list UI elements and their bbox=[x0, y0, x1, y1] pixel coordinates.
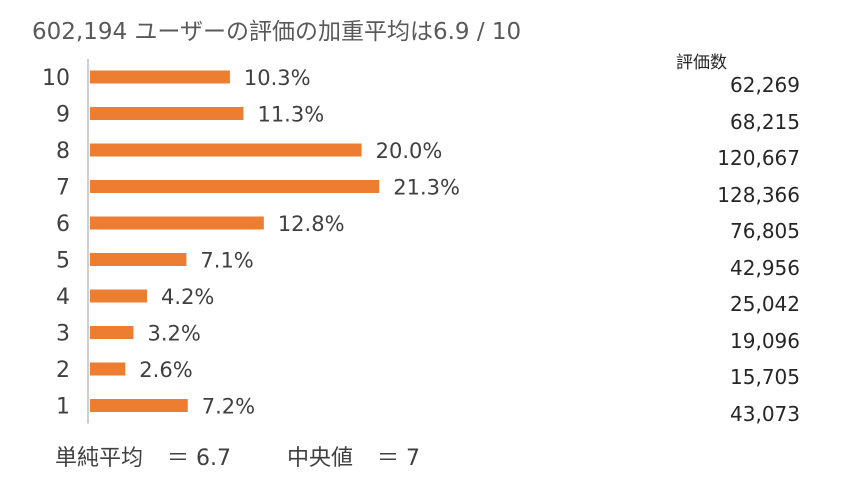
median-label: 中央値 bbox=[287, 446, 354, 471]
count-value: 68,215 bbox=[730, 109, 800, 134]
category-label: 9 bbox=[56, 103, 70, 128]
data-label: 3.2% bbox=[147, 322, 200, 346]
category-label: 1 bbox=[56, 395, 70, 420]
bar bbox=[90, 70, 230, 84]
bar bbox=[90, 107, 244, 120]
bar bbox=[90, 326, 134, 339]
category-label: 5 bbox=[56, 249, 70, 274]
data-label: 7.1% bbox=[200, 249, 253, 273]
bar bbox=[90, 216, 264, 230]
bar bbox=[90, 253, 187, 266]
bars-layer: 10 10.3% 9 11.3% 8 20.0% 7 21.3% 6 12.8% 5 7.1% 4 4.2… bbox=[42, 66, 460, 420]
category-label: 8 bbox=[56, 139, 70, 164]
data-label: 10.3% bbox=[244, 66, 311, 90]
count-value: 19,096 bbox=[730, 328, 800, 353]
category-label: 4 bbox=[56, 285, 70, 310]
summary-footer: 単純平均 ＝ 6.7 中央値 ＝ 7 bbox=[55, 440, 420, 472]
simple-mean-label: 単純平均 bbox=[55, 446, 144, 471]
data-label: 11.3% bbox=[257, 103, 324, 127]
count-value: 128,366 bbox=[717, 182, 800, 207]
bar bbox=[90, 362, 126, 376]
count-value: 62,269 bbox=[730, 73, 800, 97]
count-value: 15,705 bbox=[730, 365, 800, 389]
median-value: ＝ 7 bbox=[377, 446, 421, 471]
data-label: 12.8% bbox=[278, 212, 345, 236]
category-label: 7 bbox=[56, 176, 70, 201]
count-value: 25,042 bbox=[730, 292, 800, 316]
bar bbox=[90, 289, 148, 303]
data-label: 4.2% bbox=[161, 285, 214, 309]
category-label: 10 bbox=[42, 66, 70, 91]
data-label: 7.2% bbox=[202, 395, 255, 419]
bar bbox=[90, 180, 380, 193]
chart-title: 602,194 ユーザーの評価の加重平均は6.9 / 10 bbox=[32, 19, 522, 45]
bar bbox=[90, 399, 188, 412]
data-label: 21.3% bbox=[393, 176, 460, 200]
counts-header: 評価数 bbox=[676, 53, 727, 73]
data-label: 2.6% bbox=[139, 358, 192, 382]
count-value: 120,667 bbox=[717, 146, 800, 170]
count-value: 42,956 bbox=[730, 255, 800, 280]
bar bbox=[90, 143, 362, 157]
category-label: 6 bbox=[56, 212, 70, 237]
count-value: 43,073 bbox=[730, 401, 800, 426]
count-value: 76,805 bbox=[730, 219, 800, 243]
category-label: 2 bbox=[56, 358, 70, 383]
category-label: 3 bbox=[56, 322, 70, 347]
simple-mean-value: ＝ 6.7 bbox=[167, 446, 231, 471]
data-label: 20.0% bbox=[376, 139, 443, 163]
